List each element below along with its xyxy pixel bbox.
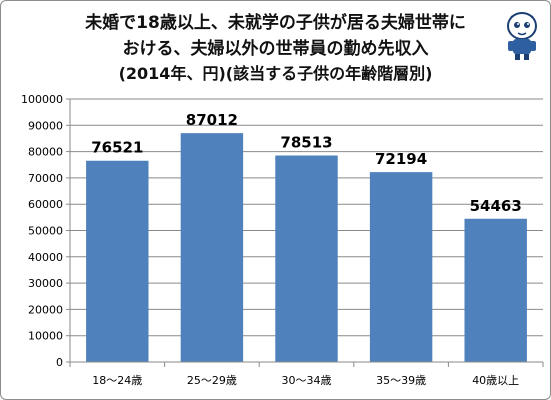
y-tick-label: 10000 <box>28 330 63 343</box>
y-tick-label: 80000 <box>28 146 63 159</box>
y-tick-label: 0 <box>56 356 63 369</box>
data-label: 72194 <box>375 150 427 168</box>
mascot-character-icon <box>507 12 537 60</box>
data-label: 54463 <box>470 197 522 215</box>
data-label: 76521 <box>91 139 143 157</box>
y-tick-label: 70000 <box>28 172 63 185</box>
bar <box>464 218 527 362</box>
chart-title-line-3: (2014年、円)(該当する子供の年齢階層別) <box>118 64 433 83</box>
x-tick-label: 18～24歳 <box>92 374 142 387</box>
x-tick-label: 25～29歳 <box>187 374 237 387</box>
y-tick-label: 30000 <box>28 277 63 290</box>
x-tick-label: 35～39歳 <box>376 374 426 387</box>
y-tick-label: 90000 <box>28 119 63 132</box>
chart-title-line-2: おける、夫婦以外の世帯員の勤め先収入 <box>122 39 429 59</box>
y-tick-label: 100000 <box>21 93 63 106</box>
data-label: 87012 <box>186 111 238 129</box>
bar <box>86 160 149 362</box>
bar <box>275 155 338 362</box>
chart-title-line-1: 未婚で18歳以上、未就学の子供が居る夫婦世帯に <box>85 13 466 33</box>
bars <box>86 133 527 362</box>
bar <box>369 172 433 362</box>
y-tick-label: 20000 <box>28 303 63 316</box>
x-axis: 18～24歳 25～29歳 30～34歳 35～39歳 40歳以上 <box>69 361 544 387</box>
data-labels: 76521 87012 78513 72194 54463 <box>91 111 522 215</box>
x-tick-label: 30～34歳 <box>282 374 332 387</box>
x-tick-label: 40歳以上 <box>472 374 519 387</box>
y-tick-label: 50000 <box>28 225 63 238</box>
y-axis: 0 10000 20000 30000 40000 50000 60000 70000 8000… <box>21 93 71 369</box>
y-tick-label: 40000 <box>28 251 63 264</box>
data-label: 78513 <box>280 134 332 152</box>
bar <box>180 133 244 362</box>
y-tick-label: 60000 <box>28 198 63 211</box>
